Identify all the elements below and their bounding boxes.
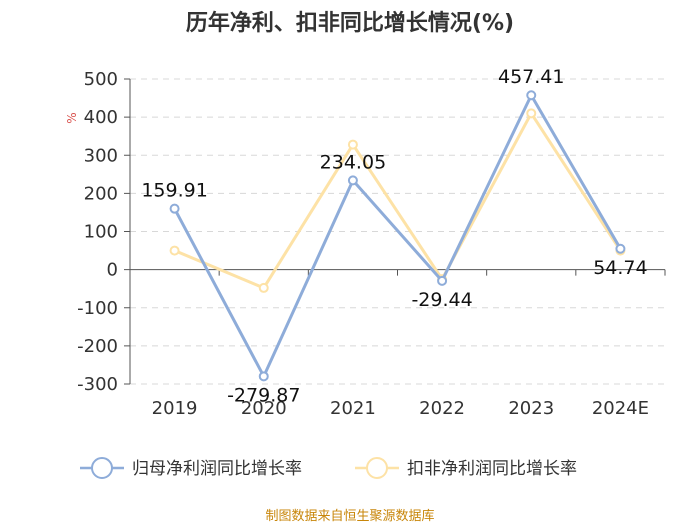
x-tick-label: 2024E xyxy=(592,398,649,419)
legend-marker xyxy=(366,457,388,479)
legend-label: 归母净利润同比增长率 xyxy=(132,459,302,479)
x-tick-label: 2020 xyxy=(241,398,287,419)
y-tick-label: 500 xyxy=(84,69,118,90)
y-tick-label: -300 xyxy=(77,374,118,395)
series-group xyxy=(169,90,626,382)
legend-label: 扣非净利润同比增长率 xyxy=(407,459,577,479)
source-note: 制图数据来自恒生聚源数据库 xyxy=(265,508,434,524)
series-1-point xyxy=(169,203,180,214)
series-2-point xyxy=(169,245,180,256)
x-tick-label: 2022 xyxy=(419,398,465,419)
y-tick-label: 400 xyxy=(84,107,118,128)
series-line-1 xyxy=(173,93,622,378)
legend-item-1[interactable]: 归母净利润同比增长率 xyxy=(80,457,302,479)
y-axis-unit: % xyxy=(65,112,79,123)
y-tick-label: 200 xyxy=(84,183,118,204)
y-tick-label: -200 xyxy=(77,336,118,357)
y-tick-label: 0 xyxy=(107,260,118,281)
series-1-point xyxy=(437,275,448,286)
data-label: 159.91 xyxy=(141,180,207,202)
x-tick-labels: 2019 2020 2021 2022 2023 2024E xyxy=(152,398,649,419)
data-label: 457.41 xyxy=(498,66,564,88)
series-1-point xyxy=(526,90,537,101)
series-2-point xyxy=(258,282,269,293)
legend[interactable]: 归母净利润同比增长率 扣非净利润同比增长率 xyxy=(80,457,577,479)
x-tick-label: 2021 xyxy=(330,398,376,419)
series-1-point xyxy=(615,243,626,254)
x-tick-label: 2023 xyxy=(508,398,554,419)
series-line-2 xyxy=(174,111,622,290)
data-label: 234.05 xyxy=(320,151,386,173)
legend-item-2[interactable]: 扣非净利润同比增长率 xyxy=(355,457,577,479)
series-2-point xyxy=(526,108,537,119)
y-tick-labels: 500 400 300 200 100 0 -100 -200 -300 xyxy=(77,69,118,395)
y-tick-label: -100 xyxy=(77,298,118,319)
y-tick-label: 300 xyxy=(84,145,118,166)
series-2-point xyxy=(347,139,358,150)
legend-marker xyxy=(91,457,113,479)
chart-title: 历年净利、扣非同比增长情况(%) xyxy=(186,10,514,36)
y-tick-label: 100 xyxy=(84,222,118,243)
data-label: -29.44 xyxy=(411,289,472,311)
data-label: -279.87 xyxy=(227,384,300,406)
data-label: 54.74 xyxy=(593,257,647,279)
data-labels: 159.91 -279.87 234.05 -29.44 457.41 54.74 xyxy=(141,66,647,406)
series-1-point xyxy=(258,371,269,382)
series-1-point xyxy=(347,175,358,186)
x-tick-label: 2019 xyxy=(152,398,198,419)
